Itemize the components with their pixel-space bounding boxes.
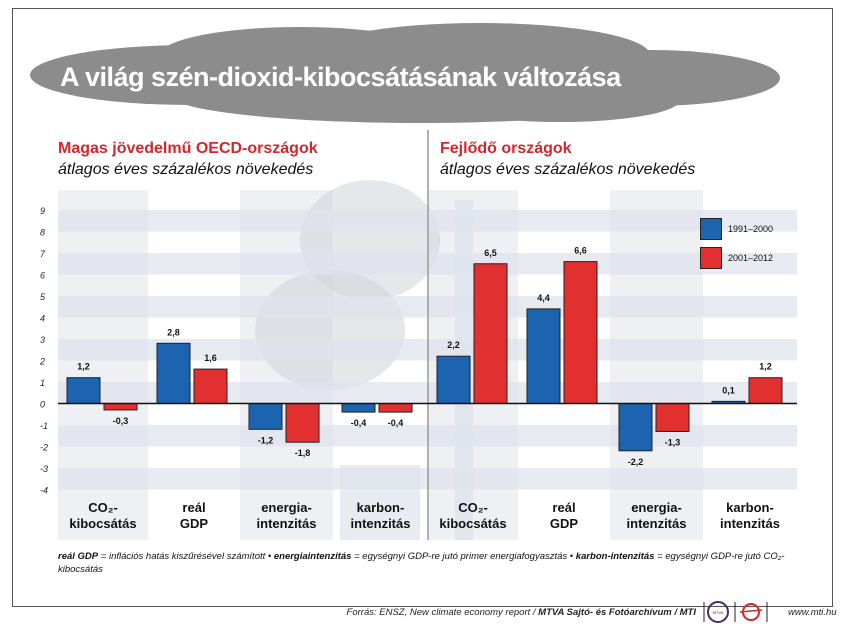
category-label-line2: kibocsátás [439, 516, 507, 531]
y-tick-label: 6 [40, 271, 45, 281]
data-label: -1,8 [295, 448, 311, 458]
mtva-logo-text: MTVA [713, 610, 724, 615]
category-label-line2: intenzitás [350, 516, 411, 531]
y-tick-label: 8 [40, 228, 45, 238]
y-tick-label: 9 [40, 206, 45, 216]
bar-1991-2000 [526, 308, 561, 404]
data-label: 2,2 [447, 340, 460, 350]
category-label: CO₂- kibocsátás [427, 500, 519, 532]
legend-label-2001-2012: 2001–2012 [728, 253, 774, 263]
data-label: 4,4 [537, 293, 550, 303]
y-tick-label: 4 [40, 314, 45, 324]
bar-1991-2000 [618, 403, 653, 452]
bar-1991-2000 [248, 403, 283, 430]
source-agency: MTVA Sajtó- és Fotóarchívum / MTI [538, 607, 696, 618]
legend-label-1991-2000: 1991–2000 [728, 224, 774, 234]
y-tick-label: 5 [40, 292, 46, 302]
cloud-banner [30, 23, 780, 123]
category-label-line1: reál [182, 500, 206, 515]
data-label: 6,6 [574, 246, 587, 256]
bar-2001-2012 [655, 403, 690, 432]
category-label: energia-intenzitás [241, 500, 333, 532]
category-label-line1: reál [552, 500, 576, 515]
category-label: karbon-intenzitás [704, 500, 796, 532]
legend-swatch-1991-2000 [700, 218, 722, 240]
y-tick-label: 3 [40, 335, 45, 345]
data-label: 1,2 [77, 362, 90, 372]
bar-2001-2012 [193, 368, 228, 405]
mtva-logos: MTVA [703, 601, 768, 623]
category-label: reál GDP [148, 500, 240, 532]
category-label-line1: energia- [631, 500, 682, 515]
category-label-line2: intenzitás [626, 516, 687, 531]
y-tick-label: 7 [40, 249, 46, 259]
footnote: reál GDP = inflációs hatás kiszűrésével … [58, 550, 798, 576]
y-tick-label: -1 [40, 421, 48, 431]
data-label: 2,8 [167, 327, 180, 337]
y-tick-label: -3 [40, 464, 48, 474]
bar-1991-2000 [66, 377, 101, 405]
footnote-term: energiaintenzitás [273, 551, 352, 562]
y-tick-label: 0 [40, 400, 45, 410]
category-label: CO₂- kibocsátás [57, 500, 149, 532]
data-label: 1,6 [204, 353, 217, 363]
bar-2001-2012 [285, 403, 320, 443]
bar-1991-2000 [436, 355, 471, 405]
footnote-term: reál GDP [58, 551, 99, 562]
right-panel-title: Fejlődő országok [440, 140, 572, 157]
y-tick-label: 1 [40, 378, 45, 388]
footnote-term: karbon-intenzitás [575, 551, 655, 562]
footnote-definition: = inflációs hatás kiszűrésével számított… [98, 551, 274, 562]
legend-swatch-2001-2012 [700, 247, 722, 269]
bar-2001-2012 [473, 263, 508, 404]
source-line: Forrás: ENSZ, New climate economy report… [347, 607, 696, 618]
category-label-line2: kibocsátás [69, 516, 137, 531]
data-label: -1,3 [665, 437, 681, 447]
category-label-line1: karbon- [356, 500, 405, 515]
data-label: 6,5 [484, 248, 497, 258]
page-title: A világ szén-dioxid-kibocsátásának válto… [60, 62, 621, 92]
right-panel-subtitle: átlagos éves százalékos növekedés [440, 161, 696, 178]
bar-2001-2012 [378, 403, 413, 413]
category-label-line1: energia- [261, 500, 312, 515]
data-label: -0,4 [388, 418, 404, 428]
footnote-definition: = egységnyi GDP-re jutó CO₂-kibocsátás [58, 551, 785, 575]
data-label: 0,1 [722, 385, 735, 395]
category-label-line1: karbon- [726, 500, 774, 515]
category-label-line1: CO₂- [458, 500, 488, 515]
y-tick-label: 2 [39, 357, 45, 367]
left-panel-subtitle: átlagos éves százalékos növekedés [58, 161, 314, 178]
mtva-logo-icon [707, 601, 729, 623]
category-label-line2: GDP [549, 516, 579, 531]
category-label: energia-intenzitás [611, 500, 703, 532]
data-label: 1,2 [759, 362, 772, 372]
category-label-line2: intenzitás [256, 516, 317, 531]
data-label: -0,3 [113, 416, 129, 426]
category-label-line2: GDP [179, 516, 209, 531]
left-panel-title: Magas jövedelmű OECD-országok [58, 140, 318, 157]
bar-2001-2012 [748, 377, 783, 405]
bar-1991-2000 [341, 403, 376, 413]
category-label-line1: CO₂- [88, 500, 118, 515]
bar-2001-2012 [103, 403, 138, 411]
y-tick-label: -4 [40, 486, 48, 496]
data-label: -1,2 [258, 435, 274, 445]
y-tick-label: -2 [40, 443, 48, 453]
footnote-definition: = egységnyi GDP-re jutó primer energiafo… [351, 551, 576, 562]
source-text: Forrás: ENSZ, New climate economy report… [346, 607, 539, 618]
category-label: reál GDP [518, 500, 610, 532]
website-link[interactable]: www.mti.hu [788, 607, 837, 618]
data-label: -0,4 [351, 418, 367, 428]
bar-2001-2012 [563, 261, 598, 404]
smoke-shape [300, 180, 440, 300]
bar-1991-2000 [156, 342, 191, 404]
category-label-line2: intenzitás [720, 516, 780, 531]
category-label: karbon-intenzitás [335, 500, 427, 532]
data-label: -2,2 [628, 457, 644, 467]
